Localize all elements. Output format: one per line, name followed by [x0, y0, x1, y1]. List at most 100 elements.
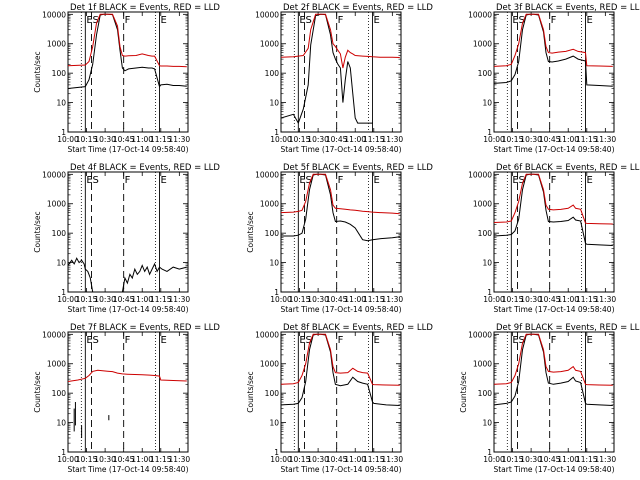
y-tick-label: 100	[265, 229, 280, 238]
y-tick-label: 1000	[47, 360, 66, 369]
marker-label-E: E	[161, 15, 167, 26]
y-axis-label: Counts/sec	[246, 371, 255, 412]
y-axis-label: Counts/sec	[33, 51, 42, 92]
y-tick-label: 100	[478, 389, 493, 398]
panel-1: Det 1f BLACK = Events, RED = LLD 1 10 100 10…	[33, 3, 220, 154]
x-tick-label: 10:15	[289, 455, 311, 464]
y-axis-label: Counts/sec	[33, 371, 42, 412]
x-tick-label: 10:15	[76, 455, 98, 464]
y-tick-label: 1	[487, 128, 492, 137]
panel-title: Det 2f BLACK = Events, RED = LLD	[283, 3, 433, 13]
marker-label-F: F	[125, 15, 131, 26]
marker-label-E: E	[374, 175, 380, 186]
x-tick-label: 10:15	[502, 455, 524, 464]
x-tick-label: 10:30	[94, 455, 116, 464]
series-events	[494, 173, 613, 246]
series-lld	[68, 369, 187, 382]
y-tick-label: 100	[265, 389, 280, 398]
x-tick-label: 10:00	[483, 295, 505, 304]
x-tick-label: 10:15	[502, 295, 524, 304]
x-tick-label: 10:30	[520, 135, 542, 144]
x-tick-label: 11:30	[382, 295, 404, 304]
y-tick-label: 10000	[468, 10, 492, 19]
marker-label-F: F	[338, 175, 344, 186]
x-tick-label: 11:15	[576, 135, 598, 144]
y-tick-label: 1000	[473, 200, 492, 209]
y-tick-label: 100	[265, 69, 280, 78]
x-tick-label: 10:30	[307, 455, 329, 464]
series-events	[68, 13, 187, 89]
series-lld	[494, 333, 613, 386]
marker-label-F: F	[551, 15, 557, 26]
x-tick-label: 10:45	[539, 455, 561, 464]
x-tick-label: 10:45	[326, 135, 348, 144]
panel-5: Det 5f BLACK = Events, RED = LLD 1 10 100 10…	[246, 163, 433, 314]
marker-label-E: E	[587, 15, 593, 26]
plot-frame	[280, 11, 402, 133]
series-lld	[281, 173, 400, 215]
x-tick-label: 10:00	[483, 455, 505, 464]
x-tick-label: 11:30	[169, 295, 191, 304]
y-tick-label: 10000	[468, 330, 492, 339]
y-tick-label: 1000	[47, 200, 66, 209]
y-tick-label: 1	[274, 128, 279, 137]
y-tick-label: 1	[61, 448, 66, 457]
x-tick-label: 11:15	[150, 455, 172, 464]
x-axis-label: Start Time (17-Oct-14 09:58:40)	[280, 465, 401, 474]
x-tick-label: 10:45	[113, 455, 135, 464]
marker-label-S: S	[519, 175, 525, 186]
x-axis-label: Start Time (17-Oct-14 09:58:40)	[493, 145, 614, 154]
marker-label-E: E	[161, 335, 167, 346]
x-tick-label: 11:00	[131, 135, 153, 144]
x-tick-label: 10:15	[76, 135, 98, 144]
panel-title: Det 7f BLACK = Events, RED = LLD	[70, 323, 220, 333]
y-tick-label: 100	[52, 229, 67, 238]
marker-label-E: E	[587, 175, 593, 186]
series-lld	[494, 13, 613, 67]
marker-label-S: S	[519, 15, 525, 26]
y-axis-label: Counts/sec	[33, 211, 42, 252]
marker-label-E: E	[299, 335, 305, 346]
x-tick-label: 10:45	[113, 295, 135, 304]
x-tick-label: 11:15	[363, 295, 385, 304]
y-tick-label: 10000	[468, 170, 492, 179]
y-tick-label: 1	[487, 448, 492, 457]
y-axis-label: Counts/sec	[246, 211, 255, 252]
x-tick-label: 10:45	[326, 295, 348, 304]
series-lld	[68, 13, 187, 68]
panel-title: Det 4f BLACK = Events, RED = LLD	[70, 163, 220, 173]
x-axis-label: Start Time (17-Oct-14 09:58:40)	[493, 465, 614, 474]
x-axis-label: Start Time (17-Oct-14 09:58:40)	[280, 145, 401, 154]
x-axis-label: Start Time (17-Oct-14 09:58:40)	[67, 465, 188, 474]
panel-7: Det 7f BLACK = Events, RED = LLD 1 10 100 10…	[33, 323, 220, 474]
marker-label-E: E	[86, 175, 92, 186]
panel-title: Det 9f BLACK = Events, RED = LLD	[496, 323, 640, 333]
x-axis-label: Start Time (17-Oct-14 09:58:40)	[280, 305, 401, 314]
marker-label-S: S	[306, 15, 312, 26]
panel-9: Det 9f BLACK = Events, RED = LLD 1 10 100 10…	[459, 323, 640, 474]
x-tick-label: 11:15	[363, 455, 385, 464]
marker-label-E: E	[299, 15, 305, 26]
x-tick-label: 11:00	[131, 455, 153, 464]
panel-title: Det 3f BLACK = Events, RED = LLD	[496, 3, 640, 13]
x-tick-label: 10:15	[76, 295, 98, 304]
y-tick-label: 1	[61, 288, 66, 297]
plot-frame	[67, 11, 189, 133]
marker-label-F: F	[338, 15, 344, 26]
y-tick-label: 100	[52, 389, 67, 398]
x-tick-label: 11:00	[557, 295, 579, 304]
plot-frame	[280, 331, 402, 453]
marker-label-F: F	[551, 335, 557, 346]
y-tick-label: 10	[269, 259, 279, 268]
y-tick-label: 1	[61, 128, 66, 137]
marker-label-E: E	[374, 335, 380, 346]
marker-label-S: S	[93, 175, 99, 186]
marker-label-S: S	[93, 335, 99, 346]
x-tick-label: 10:45	[113, 135, 135, 144]
series-events	[68, 257, 187, 292]
marker-label-E: E	[512, 335, 518, 346]
plot-frame	[493, 331, 615, 453]
panel-title: Det 5f BLACK = Events, RED = LLD	[283, 163, 433, 173]
series-events	[494, 333, 613, 406]
x-tick-label: 10:30	[307, 295, 329, 304]
